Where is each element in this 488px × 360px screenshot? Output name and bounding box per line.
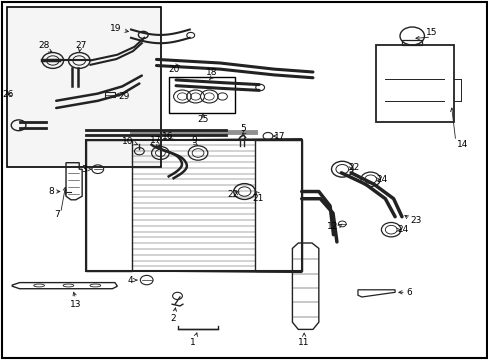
Bar xyxy=(85,140,132,271)
Text: 24: 24 xyxy=(396,225,407,234)
Text: 8: 8 xyxy=(48,187,54,196)
Text: 15: 15 xyxy=(425,28,436,37)
Text: 5: 5 xyxy=(240,124,246,133)
Text: 25: 25 xyxy=(197,115,208,124)
Text: 13: 13 xyxy=(70,300,81,309)
Bar xyxy=(85,140,301,271)
Text: 10: 10 xyxy=(121,137,133,146)
Text: 6: 6 xyxy=(406,288,412,297)
Text: 17: 17 xyxy=(149,136,161,145)
Bar xyxy=(105,92,115,97)
Text: 23: 23 xyxy=(410,216,421,225)
Text: 24: 24 xyxy=(376,175,387,184)
Text: 1: 1 xyxy=(190,338,196,347)
Bar xyxy=(402,40,421,45)
Text: 29: 29 xyxy=(118,92,129,101)
Bar xyxy=(7,7,161,167)
Text: 27: 27 xyxy=(75,41,86,50)
Text: 7: 7 xyxy=(54,210,60,219)
Bar xyxy=(375,45,453,122)
Text: 17: 17 xyxy=(273,132,285,141)
Text: 9: 9 xyxy=(191,136,197,145)
Bar xyxy=(255,140,301,271)
Text: 22: 22 xyxy=(347,163,359,172)
Text: 3: 3 xyxy=(81,165,87,174)
Text: 18: 18 xyxy=(205,68,217,77)
Text: 28: 28 xyxy=(38,41,50,50)
Text: 16: 16 xyxy=(162,132,173,141)
Text: 12: 12 xyxy=(326,222,338,231)
Text: 20: 20 xyxy=(167,65,179,74)
Text: 14: 14 xyxy=(456,140,468,149)
Text: 22: 22 xyxy=(227,190,238,199)
Text: 26: 26 xyxy=(2,90,14,99)
Text: 4: 4 xyxy=(127,276,133,284)
Text: 19: 19 xyxy=(109,24,121,33)
Text: 2: 2 xyxy=(170,314,176,323)
Text: 11: 11 xyxy=(298,338,309,347)
Text: 21: 21 xyxy=(252,194,264,203)
Bar xyxy=(168,77,234,113)
